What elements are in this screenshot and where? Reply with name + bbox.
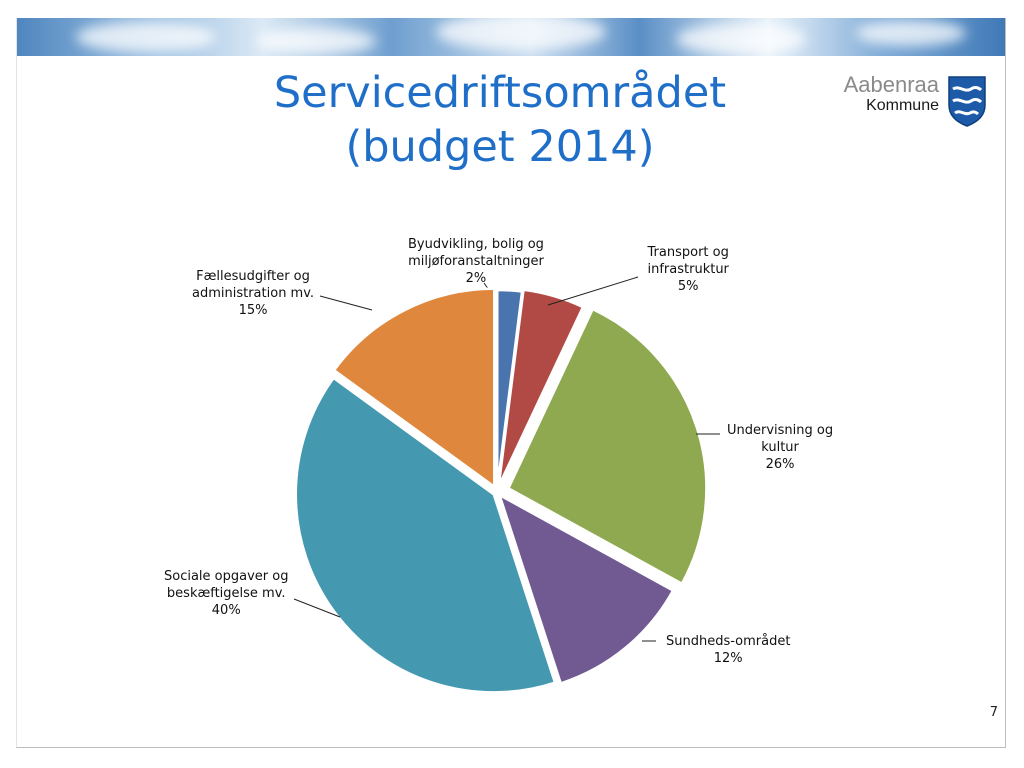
- logo-text-kommune: Kommune: [866, 97, 939, 114]
- slice-label-4-line-1: beskæftigelse mv.: [166, 586, 286, 601]
- slice-label-5-line-1: administration mv.: [192, 286, 315, 301]
- slide-frame: [16, 18, 1006, 748]
- pie-slice-4: [294, 376, 557, 694]
- slice-label-1: Transport og infrastruktur 5%: [648, 244, 729, 295]
- slice-label-4-line-0: Sociale opgaver og: [164, 569, 289, 584]
- pie-slice-5: [332, 287, 496, 490]
- slice-label-1-line-0: Transport og: [647, 245, 729, 260]
- slice-label-1-line-1: infrastruktur: [647, 262, 729, 277]
- slice-label-5: Fællesudgifter og administration mv. 15%: [192, 268, 314, 319]
- leader-line-1: [547, 276, 639, 306]
- slice-value-1: 5%: [677, 279, 699, 294]
- aabenraa-kommune-logo: Aabenraa Kommune: [826, 72, 991, 132]
- page-number: 7: [989, 705, 998, 720]
- title-line-2: (budget 2014): [345, 122, 655, 172]
- header-sky-banner: [16, 18, 1006, 56]
- slice-value-0: 2%: [465, 271, 487, 286]
- slice-label-2-line-0: Undervisning og: [727, 423, 834, 438]
- slice-label-2-line-1: kultur: [761, 440, 799, 455]
- slice-label-0: Byudvikling, bolig og miljøforanstaltning…: [408, 236, 544, 287]
- slice-label-5-line-0: Fællesudgifter og: [196, 269, 310, 284]
- slide-title: Servicedriftsområdet (budget 2014): [200, 66, 800, 174]
- pie-slice-2: [506, 307, 708, 586]
- slice-value-4: 40%: [211, 603, 241, 618]
- pie-slice-1: [497, 288, 585, 487]
- slice-value-3: 12%: [713, 651, 743, 666]
- coat-of-arms-icon: [948, 76, 986, 127]
- leader-line-4: [293, 598, 341, 618]
- logo-text-aabenraa: Aabenraa: [843, 72, 939, 97]
- slice-label-0-line-1: miljøforanstaltninger: [408, 254, 544, 269]
- slice-label-4: Sociale opgaver og beskæftigelse mv. 40%: [164, 568, 288, 619]
- slice-value-2: 26%: [765, 457, 795, 472]
- slice-label-2: Undervisning og kultur 26%: [727, 422, 833, 473]
- slice-label-3-line-0: Sundheds-området: [666, 634, 791, 649]
- slice-value-5: 15%: [238, 303, 268, 318]
- slice-label-3: Sundheds-området 12%: [666, 633, 790, 667]
- pie-slice-3: [497, 492, 675, 685]
- slice-label-0-line-0: Byudvikling, bolig og: [408, 237, 544, 252]
- leader-line-5: [319, 295, 373, 311]
- title-line-1: Servicedriftsområdet: [273, 68, 727, 118]
